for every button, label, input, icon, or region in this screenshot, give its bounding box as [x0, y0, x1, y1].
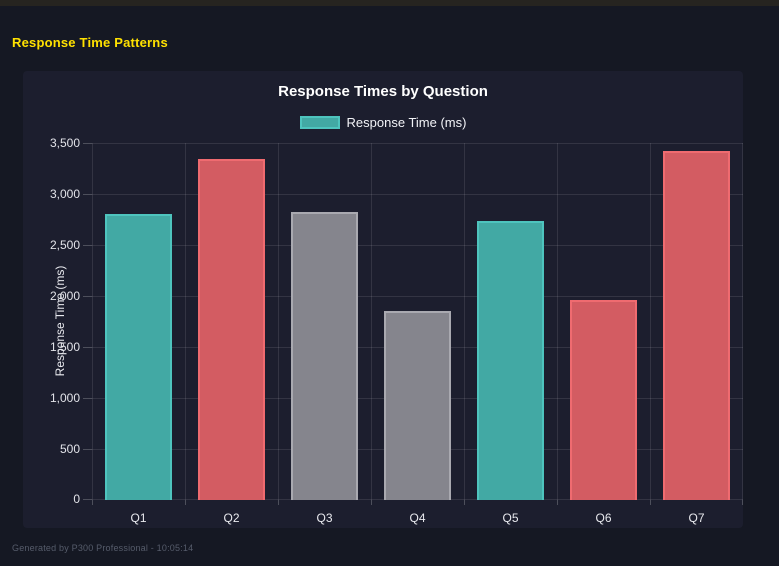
x-axis-tick — [371, 500, 372, 505]
x-tick-label: Q3 — [316, 511, 333, 525]
page-title: Response Time Patterns — [12, 35, 168, 50]
chart-title: Response Times by Question — [278, 83, 488, 100]
bar-q5[interactable] — [477, 220, 544, 500]
y-tick-label: 1,000 — [49, 391, 80, 405]
x-axis-tick — [650, 500, 651, 505]
y-axis-tick — [83, 347, 92, 348]
x-tick-label: Q2 — [223, 511, 240, 525]
y-axis-tick — [83, 449, 92, 450]
x-axis-tick — [742, 500, 743, 505]
chart-panel: Response Times by Question Response Time… — [23, 71, 743, 528]
y-tick-label: 3,000 — [49, 187, 80, 201]
gridline-v — [185, 143, 186, 500]
bar-q6[interactable] — [570, 300, 637, 500]
bar-q3[interactable] — [291, 212, 358, 500]
x-axis-tick — [464, 500, 465, 505]
gridline-v — [464, 143, 465, 500]
gridline-v — [278, 143, 279, 500]
x-axis-tick — [278, 500, 279, 505]
x-tick-label: Q1 — [130, 511, 147, 525]
legend-item[interactable]: Response Time (ms) — [23, 115, 743, 130]
bar-q4[interactable] — [384, 311, 451, 500]
y-axis-tick — [83, 143, 92, 144]
footer-text: Generated by P300 Professional - 10:05:1… — [12, 543, 194, 553]
legend-label: Response Time (ms) — [346, 115, 467, 130]
bar-q7[interactable] — [663, 151, 730, 500]
y-axis-title: Response Time (ms) — [53, 265, 67, 377]
gridline-v — [650, 143, 651, 500]
x-tick-label: Q5 — [502, 511, 519, 525]
x-tick-label: Q7 — [688, 511, 705, 525]
x-axis-tick — [557, 500, 558, 505]
gridline-h — [92, 296, 743, 297]
y-axis-tick — [83, 296, 92, 297]
gridline-h — [92, 245, 743, 246]
gridline-v — [371, 143, 372, 500]
y-tick-label: 2,500 — [49, 238, 80, 252]
y-tick-label: 2,000 — [49, 289, 80, 303]
y-tick-label: 3,500 — [49, 136, 80, 150]
x-tick-label: Q6 — [595, 511, 612, 525]
plot-area: 0 500 1,000 1,500 2,000 2,500 3,000 3,500 Q1 Q2 Q3… — [50, 136, 743, 525]
gridline-v — [742, 143, 743, 500]
y-axis-tick — [83, 245, 92, 246]
x-tick-label: Q4 — [409, 511, 426, 525]
window-chrome-strip — [0, 0, 779, 6]
y-axis-tick — [83, 398, 92, 399]
y-axis-tick — [83, 499, 92, 500]
bar-q2[interactable] — [198, 159, 265, 500]
x-axis-tick — [92, 500, 93, 505]
y-axis-tick — [83, 194, 92, 195]
gridline-v — [92, 143, 93, 500]
x-axis-tick — [185, 500, 186, 505]
gridline-h — [92, 194, 743, 195]
y-tick-label: 1,500 — [49, 340, 80, 354]
legend-swatch — [299, 116, 340, 129]
gridline-v — [557, 143, 558, 500]
y-tick-label: 0 — [73, 492, 80, 506]
gridline-h — [92, 143, 743, 144]
y-tick-label: 500 — [59, 442, 80, 456]
bar-q1[interactable] — [105, 214, 172, 500]
